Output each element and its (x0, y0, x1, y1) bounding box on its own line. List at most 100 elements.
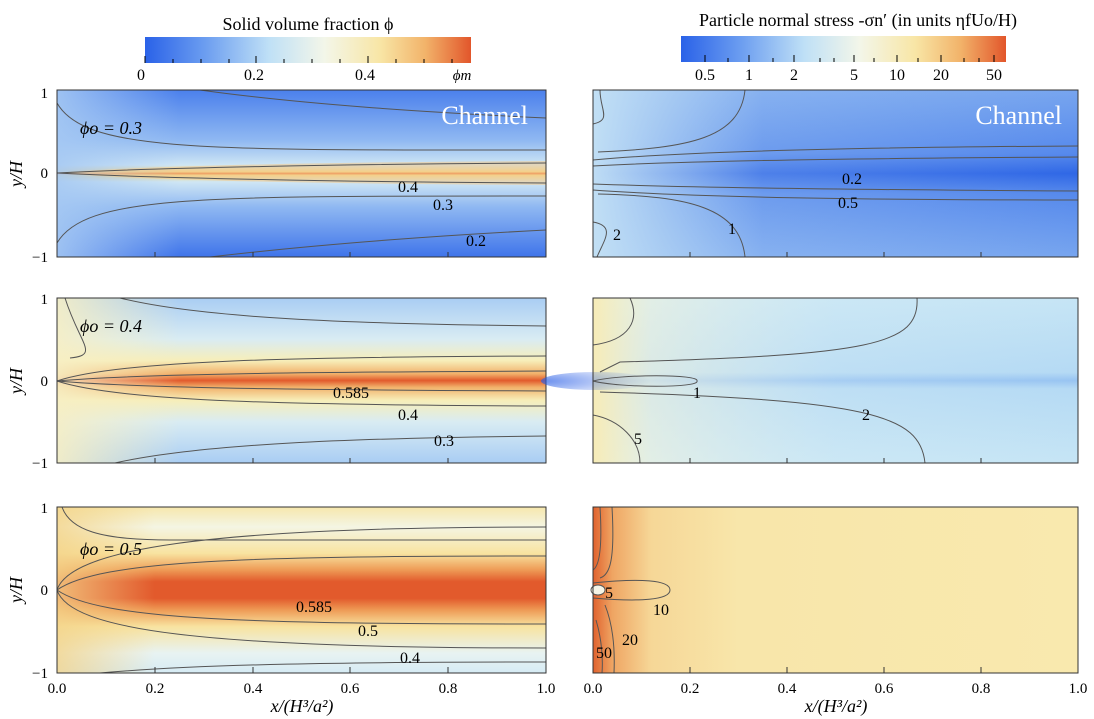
heatmap-entrance (593, 298, 1078, 463)
heatmap-entrance (57, 298, 546, 463)
colorbar-left-tick-label: 0.4 (355, 67, 375, 84)
x-axis-label: x/(H³/a²) (270, 696, 334, 717)
contour-line (56, 355, 547, 407)
contour-line (599, 506, 615, 674)
x-tick-label: 0.6 (875, 681, 894, 697)
colorbar-left-tick-label: 0 (137, 67, 145, 84)
y-axis-label: y/H (6, 367, 26, 396)
contour-line (592, 297, 641, 464)
panel-annotation: ϕo = 0.3 (80, 118, 142, 138)
contour-line (61, 506, 546, 541)
contour-label: 0.2 (842, 171, 862, 188)
y-tick-label: 1 (41, 292, 49, 308)
y-tick-label: −1 (32, 250, 48, 266)
low-stress-tip (541, 372, 651, 390)
contour-label: 10 (653, 602, 669, 619)
contour-line (592, 89, 607, 258)
panel-frame (56, 506, 547, 674)
contour-line (592, 145, 1079, 201)
y-tick-labels: 1 0 −1 1 0 −1 1 0 −1 (32, 86, 48, 682)
y-tick-label: 1 (41, 501, 49, 517)
contour-line (56, 162, 547, 184)
colorbar-right-tick-label: 5 (850, 67, 858, 84)
contour-label: 0.5 (838, 195, 858, 212)
panel-phi-0.3: ϕo = 0.3 Channel 0.4 0.3 0.2 (56, 89, 547, 258)
panel-phi-0.5: ϕo = 0.5 0.585 0.5 0.4 (56, 506, 547, 674)
x-tick-labels: 0.0 0.2 0.4 0.6 0.8 1.0 0.0 0.2 0.4 0.6 … (48, 681, 1088, 697)
contour-line (592, 375, 698, 387)
contour-line (64, 297, 87, 359)
contour-label: 1 (728, 221, 736, 238)
x-tick-label: 0.4 (778, 681, 797, 697)
contour-label: 0.585 (333, 385, 369, 402)
x-tick-label: 0.4 (244, 681, 263, 697)
panel-corner-text: Channel (441, 101, 528, 130)
contour-line (114, 297, 547, 464)
contour-line (590, 584, 606, 596)
panel-frame (56, 89, 547, 258)
y-axis-label: y/H (6, 576, 26, 605)
colorbar-right-tick-label: 1 (745, 67, 753, 84)
contour-label: 0.4 (398, 407, 418, 424)
panel-annotation: ϕo = 0.5 (80, 539, 142, 559)
contour-line (56, 526, 547, 649)
x-tick-label: 0.0 (48, 681, 67, 697)
x-tick-label: 0.8 (439, 681, 458, 697)
panel-stress-0.5: 5 10 20 50 (590, 506, 1079, 674)
colorbar-right: Particle normal stress -σn′ (in units ηf… (681, 10, 1017, 84)
panel-corner-text: Channel (975, 101, 1062, 130)
axis-ticks (56, 252, 1079, 673)
y-tick-label: 0 (41, 374, 49, 390)
y-axis-labels: y/H y/H y/H (6, 160, 26, 605)
x-tick-label: 0.2 (146, 681, 165, 697)
contour-line (592, 506, 603, 674)
x-tick-label: 0.8 (972, 681, 991, 697)
contour-label: 0.4 (398, 179, 418, 196)
contour-line (592, 156, 1079, 192)
colorbar-right-tick-label: 2 (790, 67, 798, 84)
contour-line (599, 297, 926, 464)
colorbar-left-tick-label: ϕm (453, 68, 472, 84)
colorbar-right-tick-label: 20 (933, 67, 949, 84)
contour-label: 50 (596, 645, 612, 662)
x-tick-label: 0.2 (681, 681, 700, 697)
panel-frame (592, 506, 1079, 674)
x-tick-label: 0.0 (584, 681, 603, 697)
y-tick-label: 0 (41, 583, 49, 599)
contour-line (592, 579, 671, 601)
contour-0.4-band (57, 161, 546, 185)
colorbar-left-title: Solid volume fraction ϕ (223, 14, 394, 34)
x-tick-label: 1.0 (537, 681, 556, 697)
contour-line (56, 102, 547, 244)
panel-annotation: ϕo = 0.4 (80, 316, 142, 336)
panel-stress-0.4: 1 2 5 (541, 297, 1079, 464)
x-axis-label: x/(H³/a²) (804, 696, 868, 717)
x-tick-label: 1.0 (1069, 681, 1088, 697)
colorbar-left-tick-label: 0.2 (244, 67, 264, 84)
colorbar-right-ticks (704, 55, 995, 62)
contour-line (56, 370, 547, 392)
heatmap-entrance (57, 507, 546, 673)
y-tick-label: 0 (41, 166, 49, 182)
y-tick-label: −1 (32, 666, 48, 682)
panel-frame (592, 297, 1079, 464)
colorbar-left: Solid volume fraction ϕ 0 0.2 0.4 ϕm (137, 14, 471, 84)
colorbar-right-title: Particle normal stress -σn′ (in units ηf… (699, 10, 1017, 31)
y-tick-label: 1 (41, 86, 49, 102)
contour-label: 0.3 (434, 433, 454, 450)
contour-label: 2 (613, 227, 621, 244)
y-axis-label: y/H (6, 160, 26, 189)
heatmap-field (593, 507, 1078, 673)
heatmap-entrance (593, 90, 1078, 257)
y-tick-label: −1 (32, 456, 48, 472)
contour-label: 0.4 (400, 650, 420, 667)
contour-label: 20 (622, 632, 638, 649)
colorbar-right-tick-label: 50 (986, 67, 1002, 84)
contour-line (56, 555, 547, 625)
contour-line (597, 89, 746, 258)
colorbar-right-tick-label: 10 (889, 67, 905, 84)
colorbar-left-ticks (144, 56, 453, 63)
contour-line (99, 661, 547, 674)
panel-stress-0.3: Channel 0.2 0.5 1 2 (592, 89, 1079, 258)
